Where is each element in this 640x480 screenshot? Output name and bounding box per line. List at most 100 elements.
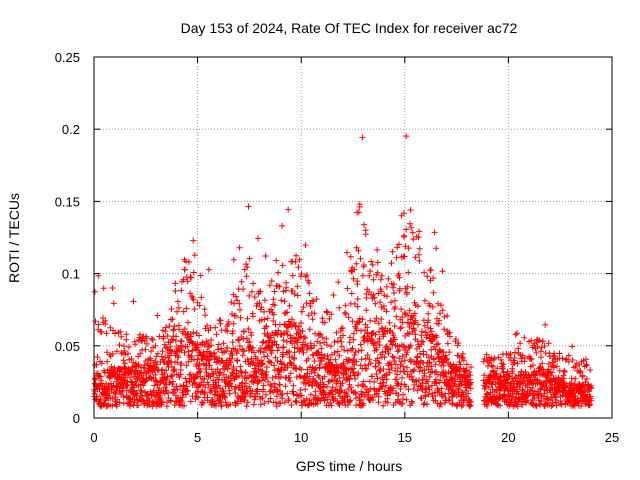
data-point [341, 309, 348, 316]
data-point [538, 354, 544, 361]
data-point [183, 362, 190, 369]
data-point [323, 335, 330, 342]
data-point [121, 343, 127, 350]
data-point [435, 355, 442, 361]
data-point [223, 348, 230, 355]
data-point [587, 367, 594, 373]
data-point [290, 362, 297, 369]
data-point [445, 390, 452, 397]
data-point [369, 373, 375, 380]
data-point [278, 297, 285, 304]
data-point [433, 341, 440, 348]
data-point [174, 386, 181, 393]
data-point [588, 384, 595, 391]
data-point [277, 400, 284, 407]
data-point [465, 390, 472, 397]
data-point [335, 279, 342, 286]
data-point [541, 343, 548, 349]
data-point [327, 356, 334, 363]
data-point [357, 341, 364, 348]
data-point [161, 341, 168, 348]
data-point [188, 274, 195, 281]
data-point [401, 253, 408, 260]
data-point [447, 333, 453, 340]
data-point [175, 304, 182, 311]
data-point [164, 399, 170, 406]
data-point [244, 388, 251, 395]
data-point [560, 375, 567, 382]
data-point [369, 336, 375, 343]
data-point [315, 349, 322, 356]
data-point [418, 395, 425, 402]
data-point [273, 341, 280, 348]
data-point [538, 348, 544, 355]
data-point [309, 316, 316, 323]
data-point [182, 266, 188, 273]
data-point [283, 279, 290, 286]
data-point [452, 336, 459, 343]
data-point [373, 371, 380, 377]
data-point [178, 287, 185, 294]
data-point [224, 328, 231, 335]
data-point [162, 344, 169, 351]
data-point [438, 385, 445, 392]
data-point [404, 364, 410, 371]
data-point [375, 399, 382, 406]
data-point [162, 354, 169, 361]
data-point [98, 377, 105, 384]
data-point [351, 352, 358, 358]
data-point [359, 272, 366, 279]
data-point [263, 323, 270, 330]
data-point [500, 361, 507, 368]
data-point [452, 378, 459, 385]
data-point [259, 360, 266, 367]
data-point [264, 353, 271, 360]
data-point [239, 352, 246, 359]
data-point [405, 386, 412, 393]
data-point [350, 365, 357, 372]
data-point [400, 368, 407, 375]
data-point [303, 300, 310, 307]
data-point [437, 401, 444, 408]
data-point [184, 278, 191, 285]
data-point [336, 304, 343, 311]
data-point [261, 297, 268, 304]
data-point [344, 402, 351, 408]
data-point [441, 313, 448, 320]
data-point [432, 346, 439, 353]
data-point [466, 403, 473, 410]
data-point [172, 280, 179, 287]
data-point [356, 397, 363, 404]
data-point [283, 284, 290, 291]
data-point [539, 360, 546, 367]
data-point [259, 395, 266, 401]
data-point [372, 318, 378, 325]
data-point [437, 377, 444, 384]
data-point [401, 357, 408, 364]
data-point [237, 306, 243, 313]
data-point [278, 391, 285, 398]
data-point [376, 360, 383, 367]
data-point [95, 321, 102, 328]
data-point [399, 353, 406, 360]
data-point [424, 332, 431, 339]
data-point [514, 360, 521, 367]
data-point [373, 346, 380, 353]
data-point [326, 390, 333, 397]
data-point [268, 306, 275, 313]
data-point [359, 316, 366, 323]
data-point [356, 201, 363, 208]
data-point [350, 330, 357, 337]
data-point [214, 366, 221, 373]
data-point [529, 384, 536, 391]
data-point [468, 364, 474, 370]
data-point [537, 401, 544, 408]
data-point [227, 359, 234, 366]
data-point [387, 391, 394, 398]
data-point [424, 401, 430, 408]
data-point [255, 235, 262, 242]
data-point [399, 314, 406, 320]
data-point [271, 288, 278, 295]
data-point [233, 293, 239, 300]
data-point [389, 353, 396, 360]
